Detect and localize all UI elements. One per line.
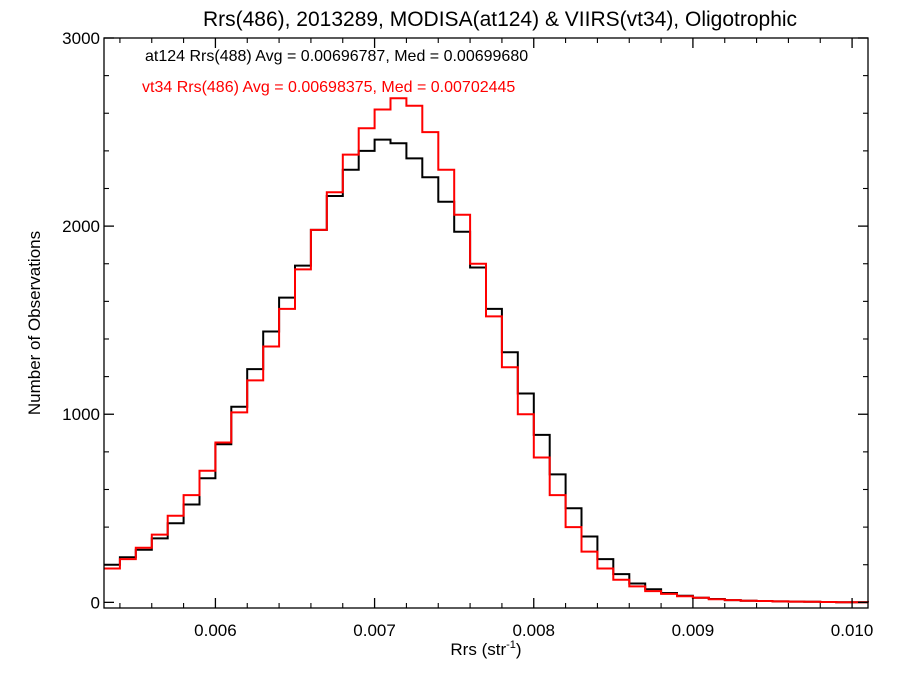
x-tick-label: 0.010 [831, 621, 874, 640]
x-tick-label: 0.008 [512, 621, 555, 640]
plot-lines [104, 97, 869, 604]
x-axis-label-superscript: -1 [506, 639, 516, 651]
y-axis-label: Number of Observations [25, 231, 44, 415]
x-tick-label: 0.009 [672, 621, 715, 640]
series-line-vt34 [104, 97, 869, 604]
y-tick-label: 3000 [62, 29, 100, 48]
annotation-at124: at124 Rrs(488) Avg = 0.00696787, Med = 0… [145, 48, 528, 65]
annotation-vt34: vt34 Rrs(486) Avg = 0.00698375, Med = 0.… [142, 79, 515, 96]
x-axis: 0.006 0.007 0.008 0.009 0.010 [119, 38, 874, 640]
x-axis-label-main: Rrs (str [450, 640, 506, 659]
y-axis: 0 1000 2000 3000 [62, 29, 868, 612]
y-tick-label: 1000 [62, 405, 100, 424]
x-axis-label-end: ) [516, 640, 522, 659]
y-tick-label: 0 [91, 593, 100, 612]
series-line-at124 [104, 138, 869, 604]
plot-frame [103, 37, 869, 609]
x-tick-label: 0.006 [194, 621, 237, 640]
x-tick-label: 0.007 [353, 621, 396, 640]
x-axis-label: Rrs (str-1) [450, 639, 521, 659]
chart-title: Rrs(486), 2013289, MODISA(at124) & VIIRS… [203, 8, 797, 31]
y-tick-label: 2000 [62, 217, 100, 236]
